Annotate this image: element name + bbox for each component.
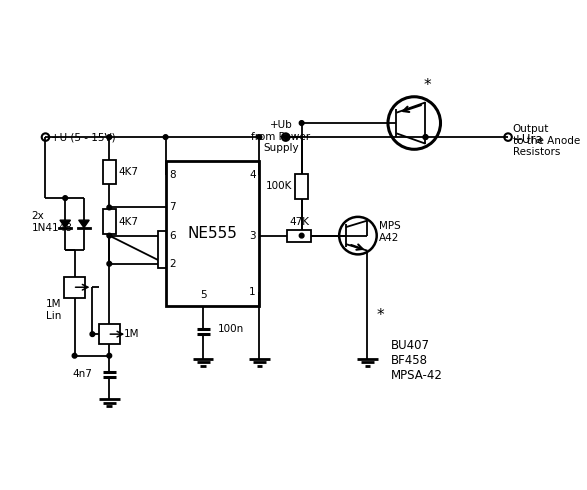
Circle shape bbox=[107, 353, 112, 358]
Circle shape bbox=[72, 353, 77, 358]
Circle shape bbox=[107, 135, 112, 140]
Text: +U (5 - 15V): +U (5 - 15V) bbox=[51, 132, 116, 143]
Text: 4K7: 4K7 bbox=[119, 217, 139, 226]
Text: 4n7: 4n7 bbox=[73, 369, 92, 379]
Text: Output
to the Anode
Resistors: Output to the Anode Resistors bbox=[513, 124, 580, 157]
Text: 100K: 100K bbox=[266, 181, 292, 192]
Text: 1M
Lin: 1M Lin bbox=[46, 299, 62, 321]
Circle shape bbox=[63, 196, 68, 200]
Circle shape bbox=[107, 205, 112, 210]
Circle shape bbox=[107, 262, 112, 266]
Text: 7: 7 bbox=[169, 202, 176, 213]
Circle shape bbox=[90, 332, 95, 337]
Bar bbox=[295, 174, 308, 198]
Text: MPS
A42: MPS A42 bbox=[379, 221, 400, 243]
Circle shape bbox=[284, 135, 288, 140]
Circle shape bbox=[107, 233, 112, 238]
Bar bbox=[64, 277, 85, 297]
Text: 1M: 1M bbox=[124, 329, 140, 339]
Circle shape bbox=[423, 135, 428, 140]
Circle shape bbox=[163, 135, 168, 140]
Bar bbox=[166, 161, 259, 306]
Text: BU407
BF458
MPSA-42: BU407 BF458 MPSA-42 bbox=[391, 339, 443, 382]
Circle shape bbox=[299, 233, 304, 238]
Bar bbox=[287, 229, 312, 242]
Text: 6: 6 bbox=[169, 231, 176, 241]
Text: 47K: 47K bbox=[289, 217, 309, 227]
Text: 3: 3 bbox=[249, 231, 256, 241]
Text: 2x
1N4148: 2x 1N4148 bbox=[32, 211, 72, 233]
Text: 4: 4 bbox=[249, 170, 256, 180]
Bar bbox=[103, 160, 116, 184]
Text: 2: 2 bbox=[169, 259, 176, 269]
Text: NE555: NE555 bbox=[188, 226, 238, 241]
Bar bbox=[99, 324, 120, 344]
Text: 8: 8 bbox=[169, 170, 176, 180]
Text: 1: 1 bbox=[249, 287, 256, 297]
Bar bbox=[103, 209, 116, 234]
Text: *: * bbox=[424, 78, 431, 93]
Text: 100n: 100n bbox=[218, 324, 244, 335]
Polygon shape bbox=[60, 220, 70, 228]
Text: 4K7: 4K7 bbox=[119, 167, 139, 177]
Bar bbox=[158, 231, 166, 269]
Circle shape bbox=[423, 135, 428, 140]
Circle shape bbox=[299, 121, 304, 125]
Text: +Ub
from Power
Supply: +Ub from Power Supply bbox=[251, 120, 311, 153]
Polygon shape bbox=[79, 220, 89, 228]
Text: +Ura: +Ura bbox=[513, 133, 544, 147]
Circle shape bbox=[257, 135, 262, 140]
Text: *: * bbox=[377, 308, 384, 323]
Text: 5: 5 bbox=[200, 291, 207, 300]
